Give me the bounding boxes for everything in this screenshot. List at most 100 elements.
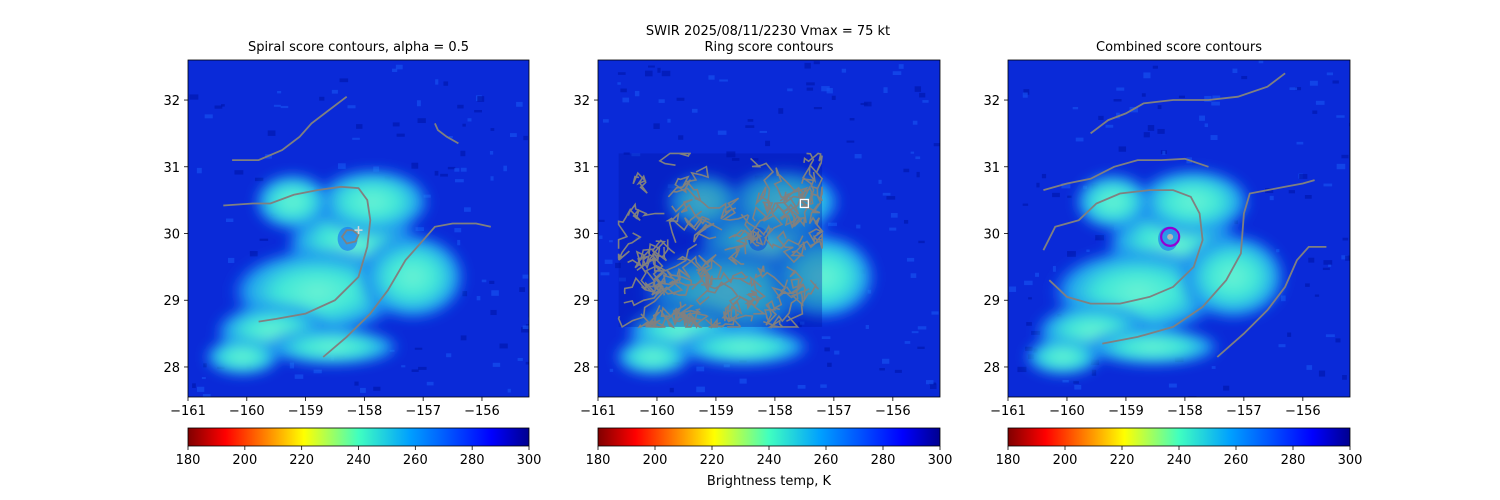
figure-suptitle: SWIR 2025/08/11/2230 Vmax = 75 kt [646, 24, 890, 39]
texture-speck [509, 133, 517, 138]
texture-speck [1061, 183, 1071, 189]
texture-speck [463, 207, 471, 212]
texture-speck [745, 125, 755, 128]
center-marker [1160, 226, 1181, 247]
panel-title: Ring score contours [704, 40, 833, 55]
texture-speck [1113, 99, 1122, 102]
x-tick-label: −156 [875, 404, 911, 419]
texture-speck [929, 383, 937, 390]
y-tick-label: 32 [163, 94, 180, 109]
score-contour [1090, 72, 1286, 135]
texture-speck [499, 343, 508, 349]
texture-speck [1315, 100, 1325, 105]
texture-speck [813, 107, 822, 110]
ring-contour [655, 282, 690, 296]
score-contour [1042, 189, 1204, 305]
texture-speck [719, 79, 728, 82]
colorbar-tick-label: 260 [814, 453, 839, 468]
ring-contour [763, 299, 778, 326]
texture-speck [617, 82, 621, 85]
ring-contour [745, 289, 767, 315]
texture-speck [787, 88, 793, 92]
texture-speck [598, 219, 605, 222]
texture-speck [903, 168, 910, 173]
texture-speck [1304, 195, 1312, 199]
texture-speck [490, 309, 497, 316]
ring-contour [750, 157, 775, 212]
ring-contour [789, 232, 823, 257]
y-tick-label: 31 [163, 161, 180, 176]
center-marker [354, 226, 363, 235]
ring-contour [767, 315, 800, 328]
texture-speck [331, 89, 338, 94]
texture-speck [202, 394, 211, 397]
texture-speck [678, 135, 684, 140]
texture-speck [1278, 344, 1286, 348]
texture-speck [192, 383, 196, 388]
texture-speck [522, 325, 529, 330]
texture-speck [667, 118, 671, 123]
colorbar-tick-label: 200 [643, 453, 668, 468]
texture-speck [1036, 182, 1040, 188]
x-tick-label: −161 [170, 404, 206, 419]
texture-speck [457, 104, 464, 109]
texture-speck [1269, 195, 1274, 201]
texture-speck [797, 322, 802, 328]
panel-title: Spiral score contours, alpha = 0.5 [248, 40, 469, 55]
texture-speck [507, 388, 511, 393]
ring-contour [640, 305, 666, 328]
ring-contour [617, 277, 680, 329]
texture-speck [1022, 92, 1028, 98]
texture-speck [708, 75, 715, 80]
texture-speck [440, 173, 448, 177]
texture-speck [522, 274, 529, 279]
texture-speck [622, 97, 630, 103]
x-tick-label: −157 [1226, 404, 1262, 419]
texture-speck [373, 386, 381, 391]
texture-speck [1335, 338, 1341, 343]
ring-contour [658, 152, 691, 166]
ring-contour [755, 186, 774, 216]
texture-speck [1017, 366, 1027, 373]
texture-speck [1204, 95, 1212, 102]
texture-speck [1105, 124, 1114, 128]
texture-speck [906, 257, 915, 262]
texture-speck [898, 64, 904, 69]
texture-speck [1143, 72, 1151, 79]
colorbar-tick-label: 240 [757, 453, 782, 468]
texture-speck [319, 96, 325, 101]
texture-speck [455, 179, 464, 183]
texture-speck [411, 369, 419, 372]
texture-speck [1162, 150, 1166, 155]
texture-speck [820, 384, 827, 388]
texture-speck [1023, 89, 1030, 95]
ring-contour [754, 265, 787, 293]
texture-speck [1075, 137, 1084, 142]
ring-contour [617, 232, 642, 261]
ring-contour [770, 283, 806, 311]
x-tick-label: −158 [347, 404, 383, 419]
texture-speck [1323, 183, 1333, 187]
texture-speck [234, 170, 244, 175]
texture-speck [1332, 80, 1339, 84]
texture-speck [460, 335, 467, 341]
ring-contour [763, 286, 799, 330]
ring-contour [671, 198, 708, 225]
texture-speck [1026, 322, 1032, 326]
texture-speck [602, 119, 609, 123]
ring-contour [738, 275, 767, 301]
colorbar-tick-label: 220 [289, 453, 314, 468]
texture-speck [476, 295, 481, 301]
texture-speck [717, 130, 727, 135]
texture-speck [879, 368, 885, 371]
texture-speck [751, 158, 759, 161]
texture-speck [417, 118, 426, 124]
texture-speck [249, 251, 258, 257]
ring-contour [683, 215, 723, 231]
colorbar-tick-label: 200 [1053, 453, 1078, 468]
texture-speck [647, 251, 655, 257]
texture-speck [491, 290, 499, 296]
texture-speck [1168, 383, 1177, 388]
ring-region-fill [618, 153, 823, 327]
